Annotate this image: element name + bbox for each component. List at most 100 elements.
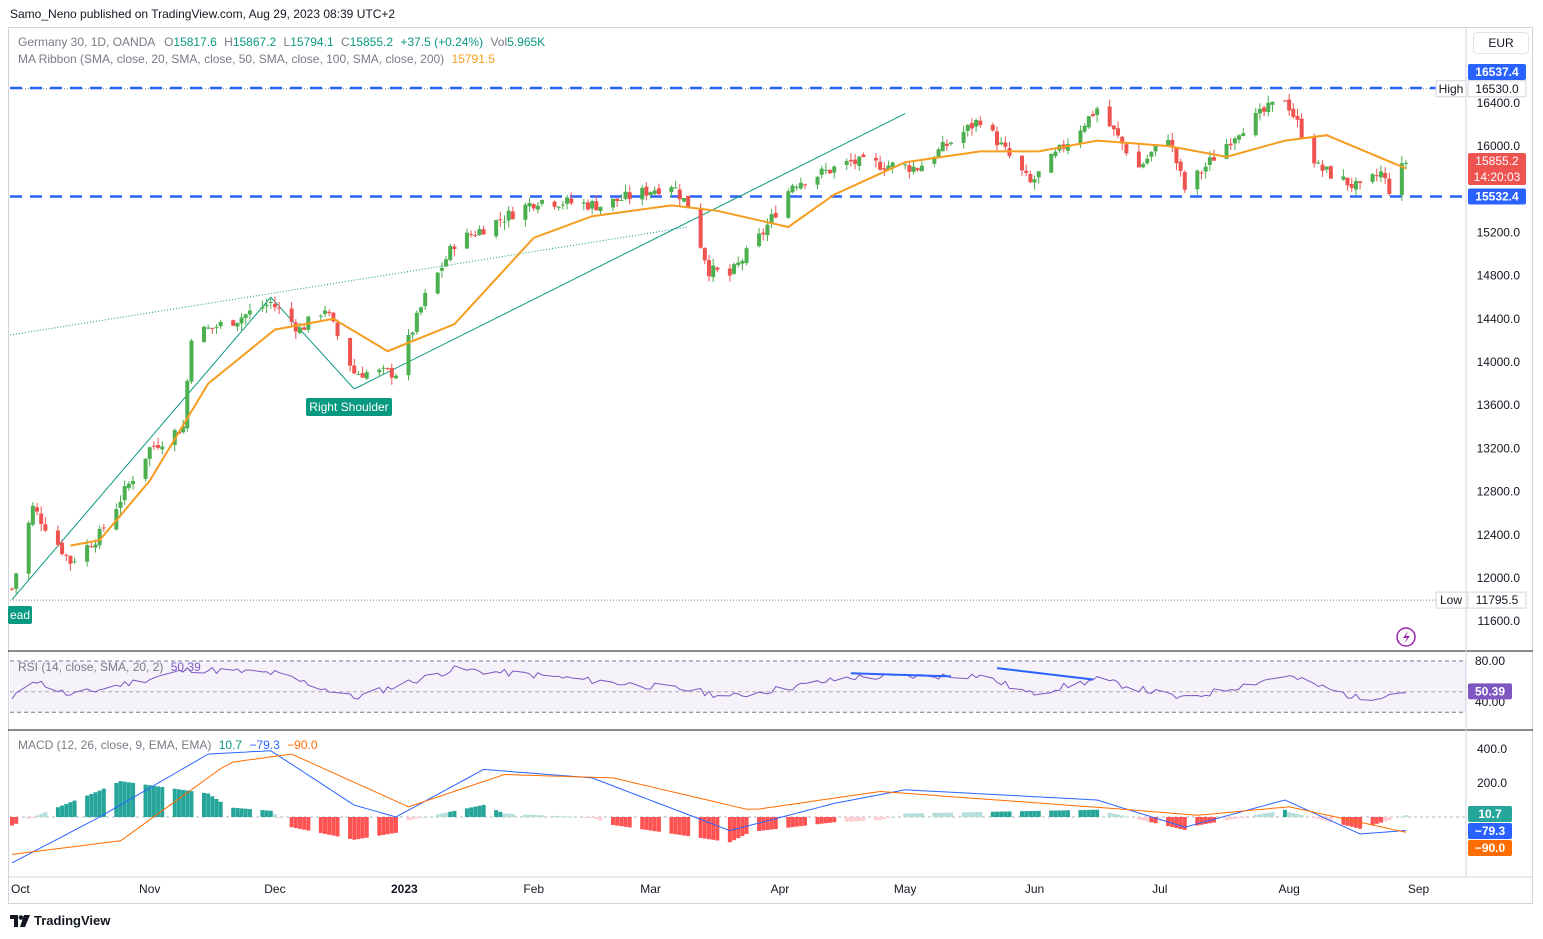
candle-body (932, 158, 937, 164)
macd-histogram-bar (72, 800, 77, 817)
macd-histogram-bar (506, 813, 511, 817)
macd-histogram-bar (348, 817, 353, 839)
macd-histogram-bar (1387, 817, 1392, 821)
candle-body (1170, 139, 1175, 146)
macd-histogram-bar (1349, 817, 1354, 827)
candle-body (452, 246, 457, 250)
macd-histogram-bar (590, 817, 595, 818)
macd-histogram-bar (540, 815, 545, 817)
macd-histogram-bar (1312, 817, 1317, 818)
candle-body (832, 166, 837, 173)
candle-body (1299, 118, 1304, 138)
macd-histogram-bar (1353, 817, 1358, 828)
candle-body (1153, 144, 1158, 152)
macd-histogram-bar (64, 803, 69, 817)
macd-histogram-bar (1253, 815, 1258, 817)
candle-body (1111, 125, 1116, 130)
macd-histogram-bar (1383, 817, 1388, 822)
candle-body (101, 527, 106, 529)
macd-histogram-bar (1287, 812, 1292, 817)
candle-body (1174, 147, 1179, 164)
candle-body (919, 165, 924, 172)
candle-body (89, 546, 94, 548)
macd-histogram-bar (623, 817, 628, 827)
candle-body (540, 199, 545, 204)
candle-body (990, 124, 995, 131)
macd-histogram-bar (848, 817, 853, 822)
candle-body (410, 332, 415, 335)
candle-body (1328, 166, 1333, 179)
candle-body (1316, 162, 1321, 164)
candle-body (419, 307, 424, 313)
dotted-trend-line (9, 226, 689, 336)
macd-histogram-bar (1199, 817, 1204, 825)
macd-histogram-bar (385, 817, 390, 835)
macd-histogram-bar (97, 790, 102, 817)
macd-histogram-bar (289, 817, 294, 828)
low-tag-label: Low (1440, 593, 1462, 607)
macd-histogram-bar (1370, 817, 1375, 826)
candle-body (1028, 173, 1033, 183)
resistance-price-tag-text: 16537.4 (1475, 65, 1519, 79)
macd-histogram-bar (1028, 811, 1033, 817)
macd-histogram-bar (393, 817, 398, 833)
macd-histogram-bar (118, 781, 123, 817)
macd-histogram-bar (1404, 815, 1408, 817)
macd-histogram-bar (68, 802, 73, 817)
time-tick-label: Nov (139, 882, 160, 896)
candle-body (1212, 157, 1217, 161)
macd-histogram-bar (360, 817, 365, 839)
high-value: 15867.2 (232, 35, 277, 49)
macd-name: MACD (12, 26, close, 9, EMA, EMA) (18, 738, 212, 752)
macd-histogram-bar (648, 817, 653, 831)
macd-histogram-bar (727, 817, 732, 843)
candle-body (786, 191, 791, 218)
macd-histogram-bar (707, 817, 711, 840)
macd-histogram-bar (335, 817, 340, 837)
macd-histogram-bar (686, 817, 691, 837)
currency-button[interactable]: EUR (1473, 32, 1529, 54)
macd-histogram-bar (502, 813, 507, 817)
candle-body (669, 187, 674, 193)
macd-histogram-bar (327, 817, 332, 835)
rsi-value-tag: 50.39 (1475, 684, 1505, 698)
candle-body (911, 166, 916, 172)
price-tick-label: 13200.0 (1477, 441, 1521, 455)
candle-body (1404, 162, 1408, 164)
low-tag-label-bg (1435, 591, 1467, 609)
candle-body (531, 204, 536, 209)
macd-histogram-bar (494, 810, 499, 817)
macd-histogram-bar (615, 817, 620, 826)
candle-body (1312, 137, 1317, 164)
macd-histogram-bar (535, 815, 540, 817)
macd-histogram-bar (640, 817, 645, 830)
macd-histogram-bar (1232, 817, 1237, 819)
time-tick-label: Jul (1152, 882, 1167, 896)
candle-body (1320, 164, 1325, 171)
candle-layer (10, 93, 1408, 596)
candle-body (1270, 101, 1275, 105)
open-label: O (164, 35, 174, 49)
candle-body (978, 120, 983, 126)
candle-body (1178, 161, 1183, 171)
time-tick-label: Aug (1278, 882, 1299, 896)
rsi-legend-value: 50.39 (170, 660, 201, 674)
macd-histogram-bar (26, 817, 31, 819)
macd-histogram-bar (231, 807, 236, 817)
resistance-price-tag-bg (1468, 63, 1526, 80)
candle-body (640, 187, 645, 200)
macd-histogram-bar (669, 817, 674, 834)
macd-histogram-bar (214, 799, 219, 817)
macd-histogram-bar (39, 813, 44, 817)
candle-body (590, 201, 595, 209)
candle-body (744, 248, 749, 264)
candle-body (1237, 135, 1242, 140)
macd-legend: MACD (12, 26, close, 9, EMA, EMA) 10.7 −… (18, 738, 318, 752)
macd-histogram-bar (435, 814, 440, 817)
macd-histogram-bar (978, 812, 983, 817)
macd-histogram-bar (1266, 812, 1271, 817)
candle-body (364, 372, 369, 379)
candle-body (151, 445, 156, 447)
price-tick-label: 14400.0 (1477, 312, 1521, 326)
